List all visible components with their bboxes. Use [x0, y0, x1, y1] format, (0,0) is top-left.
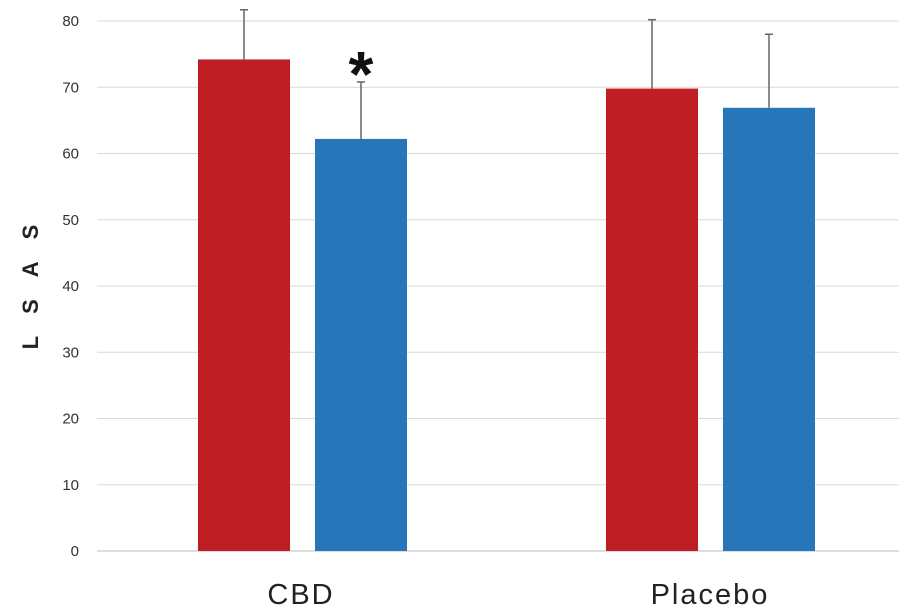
category-label-placebo: Placebo [651, 579, 770, 608]
y-tick-label-70: 70 [62, 79, 79, 96]
significance-asterisk: * [349, 38, 374, 110]
annotations: * [349, 38, 374, 110]
y-tick-label-40: 40 [62, 278, 79, 295]
y-tick-label-10: 10 [62, 477, 79, 494]
bar-placebo-series-1 [606, 88, 698, 551]
category-labels: CBD Placebo [267, 579, 770, 611]
y-tick-label-0: 0 [71, 543, 79, 560]
bars [198, 59, 815, 552]
y-axis-ticks: 0 10 20 30 40 50 60 70 80 [62, 13, 79, 560]
y-tick-label-30: 30 [62, 344, 79, 361]
y-tick-label-50: 50 [62, 212, 79, 229]
category-label-cbd: CBD [267, 579, 334, 608]
y-tick-label-80: 80 [62, 13, 79, 30]
bar-cbd-series-2 [315, 138, 407, 552]
error-bars [240, 8, 773, 139]
y-tick-label-60: 60 [62, 146, 79, 163]
y-axis-title: LSAS [18, 203, 43, 350]
y-axis-label: LSAS [18, 203, 43, 350]
bar-cbd-series-1 [198, 59, 290, 552]
y-tick-label-20: 20 [62, 411, 79, 428]
bar-placebo-series-2 [723, 107, 815, 551]
